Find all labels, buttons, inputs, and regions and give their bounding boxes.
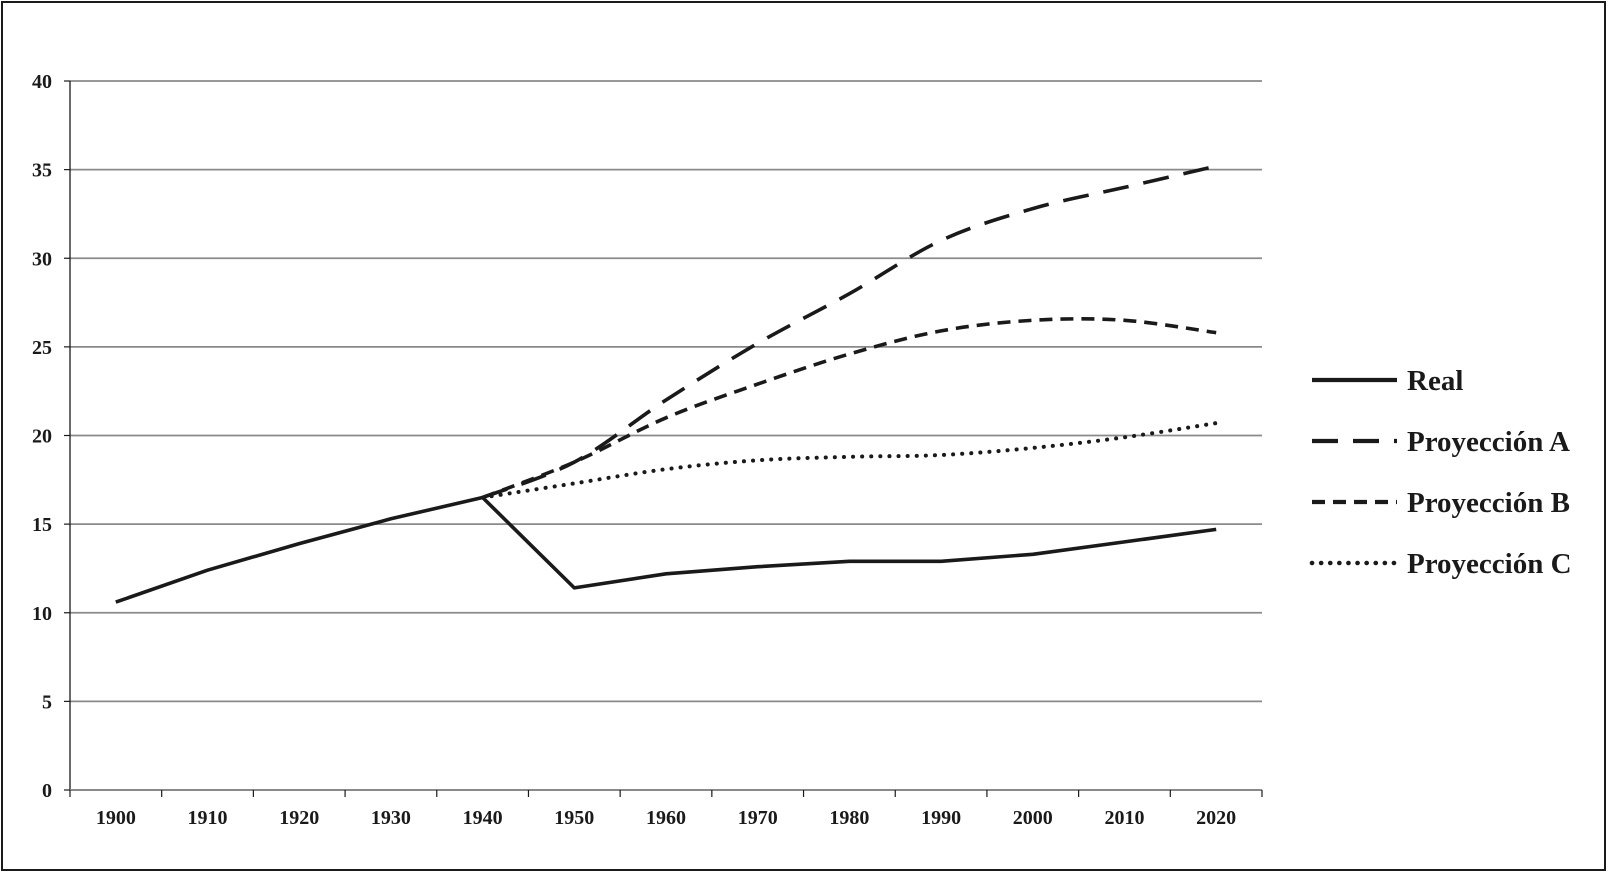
x-tick-label-1990: 1990 [921, 807, 961, 829]
y-tick-label-10: 10 [32, 603, 52, 625]
legend: Real Proyección A Proyección B Proyección C [1309, 365, 1572, 580]
legend-label-1: Proyección A [1407, 426, 1570, 458]
legend-label-0: Real [1407, 365, 1463, 397]
y-tick-label-40: 40 [32, 71, 52, 93]
y-tick-label-25: 25 [32, 337, 52, 359]
y-tick-label-0: 0 [42, 780, 52, 802]
x-tick-label-2020: 2020 [1196, 807, 1236, 829]
legend-label-3: Proyección C [1407, 548, 1572, 580]
x-tick-label-1960: 1960 [646, 807, 686, 829]
x-tick-label-2010: 2010 [1104, 807, 1144, 829]
x-tick-label-2000: 2000 [1013, 807, 1053, 829]
x-axis-ticks: 1900 1910 1920 1930 1940 1950 1960 1970 1980 1990… [69, 790, 1263, 829]
x-tick-label-1900: 1900 [96, 807, 136, 829]
x-tick-label-1920: 1920 [279, 807, 319, 829]
legend-label-2: Proyección B [1407, 487, 1570, 519]
series-line-0 [115, 495, 1217, 604]
x-tick-label-1980: 1980 [829, 807, 869, 829]
y-tick-label-20: 20 [32, 426, 52, 448]
y-tick-label-35: 35 [32, 160, 52, 182]
x-tick-label-1910: 1910 [188, 807, 228, 829]
series-lines [115, 164, 1219, 604]
x-tick-label-1950: 1950 [554, 807, 594, 829]
x-tick-label-1930: 1930 [371, 807, 411, 829]
series-line-2 [481, 317, 1217, 500]
x-tick-label-1940: 1940 [463, 807, 503, 829]
x-tick-label-1970: 1970 [738, 807, 778, 829]
y-tick-label-30: 30 [32, 248, 52, 270]
y-axis-ticks: 0 5 10 15 20 25 30 35 40 [32, 71, 70, 802]
series-line-3 [480, 421, 1219, 500]
series-line-1 [481, 164, 1217, 500]
gridlines [70, 80, 1262, 703]
y-tick-label-5: 5 [42, 691, 52, 713]
y-tick-label-15: 15 [32, 514, 52, 536]
